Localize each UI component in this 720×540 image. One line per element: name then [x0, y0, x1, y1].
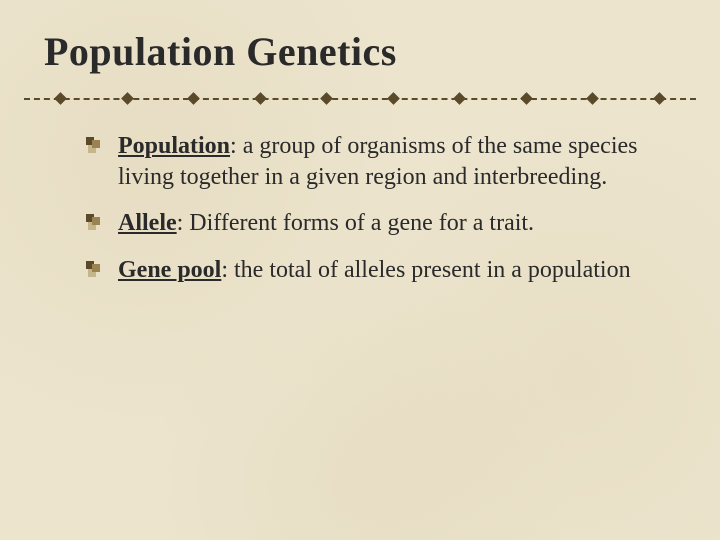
title-divider	[24, 93, 696, 107]
bullet-item-population: Population: a group of organisms of the …	[86, 131, 656, 192]
slide: Population Genetics Population: a group …	[0, 0, 720, 540]
diamond-icon	[587, 92, 600, 105]
diamond-icon	[453, 92, 466, 105]
diamond-icon	[653, 92, 666, 105]
diamond-icon	[520, 92, 533, 105]
diamond-icon	[121, 92, 134, 105]
definition: : Different forms of a gene for a trait.	[177, 210, 534, 236]
diamond-icon	[254, 92, 267, 105]
diamond-icon	[320, 92, 333, 105]
bullet-icon	[86, 214, 104, 232]
content-area: Population: a group of organisms of the …	[44, 131, 676, 286]
definition: : the total of alleles present in a popu…	[221, 257, 630, 283]
term: Allele	[118, 210, 177, 236]
slide-title: Population Genetics	[44, 28, 676, 75]
diamond-icon	[187, 92, 200, 105]
bullet-item-allele: Allele: Different forms of a gene for a …	[86, 208, 656, 239]
bullet-item-gene-pool: Gene pool: the total of alleles present …	[86, 255, 656, 286]
bullet-icon	[86, 137, 104, 155]
term: Gene pool	[118, 257, 221, 283]
divider-squares-row	[24, 94, 696, 103]
term: Population	[118, 133, 230, 159]
bullet-icon	[86, 261, 104, 279]
diamond-icon	[387, 92, 400, 105]
diamond-icon	[54, 92, 67, 105]
